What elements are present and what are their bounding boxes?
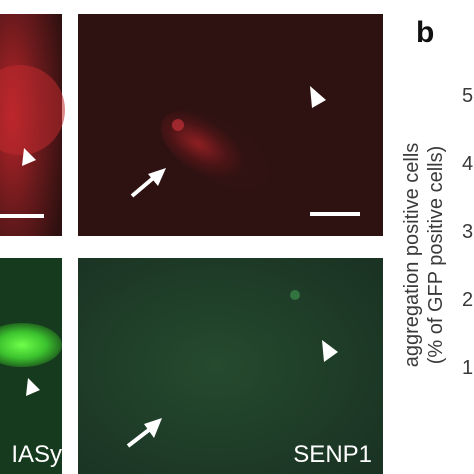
arrowhead [322, 340, 338, 362]
arrowhead [310, 86, 326, 108]
arrowhead [22, 148, 36, 166]
arrowhead [144, 418, 162, 438]
tick-labels: 5 4 3 2 1 [462, 85, 473, 379]
arrowhead [148, 168, 166, 186]
y-tick-label: 4 [462, 153, 473, 175]
image-panel [78, 258, 383, 474]
axis-label: aggregation positive cells [401, 143, 423, 368]
arrowhead [26, 378, 40, 396]
spot [290, 290, 300, 300]
y-tick-label: 2 [462, 289, 473, 311]
spot [172, 119, 184, 131]
cell [0, 323, 62, 367]
panel-label: b [416, 16, 434, 49]
cell [0, 65, 65, 155]
axis-label: (% of GFP positive cells) [425, 146, 447, 365]
image-label: IASy [11, 441, 62, 468]
image-label: SENP1 [293, 441, 372, 468]
y-tick-label: 1 [462, 357, 473, 379]
y-tick-label: 3 [462, 221, 473, 243]
y-tick-label: 5 [462, 85, 473, 107]
cell [160, 110, 270, 190]
